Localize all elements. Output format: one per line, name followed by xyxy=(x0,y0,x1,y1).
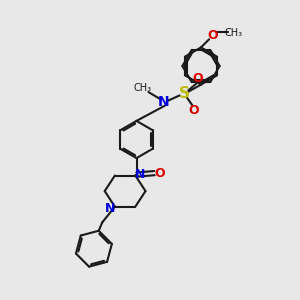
Text: N: N xyxy=(105,202,115,215)
Text: CH₃: CH₃ xyxy=(134,83,152,93)
Text: O: O xyxy=(207,29,218,42)
Text: N: N xyxy=(158,95,169,109)
Text: CH₃: CH₃ xyxy=(224,28,242,38)
Text: O: O xyxy=(188,104,199,117)
Text: S: S xyxy=(179,86,190,101)
Text: O: O xyxy=(154,167,165,180)
Text: O: O xyxy=(193,72,203,85)
Text: N: N xyxy=(135,167,145,181)
